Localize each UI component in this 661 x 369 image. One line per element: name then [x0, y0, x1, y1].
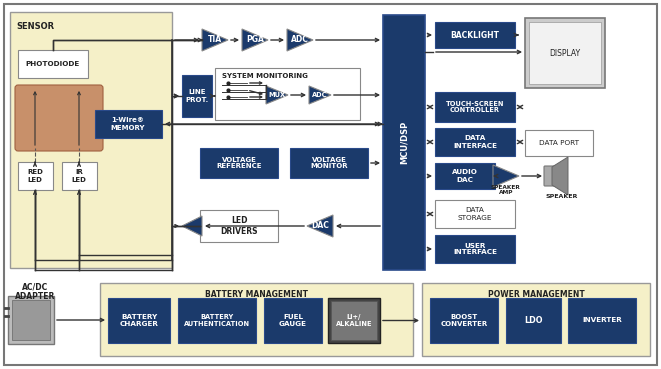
FancyBboxPatch shape	[15, 85, 103, 151]
Text: TOUCH-SCREEN
CONTROLLER: TOUCH-SCREEN CONTROLLER	[446, 100, 504, 114]
Text: IR
LED: IR LED	[71, 169, 87, 183]
Text: MUX: MUX	[268, 92, 286, 98]
Bar	[200, 210, 278, 242]
Bar	[430, 298, 498, 343]
Polygon shape	[266, 86, 288, 104]
FancyBboxPatch shape	[544, 166, 560, 186]
Bar	[18, 50, 88, 78]
Bar	[435, 235, 515, 263]
Bar	[529, 22, 601, 84]
Text: SPEAKER
AMP: SPEAKER AMP	[491, 184, 521, 196]
Polygon shape	[287, 29, 313, 51]
Text: DAC: DAC	[311, 221, 329, 231]
Bar	[422, 283, 650, 356]
Text: LDO: LDO	[524, 316, 543, 325]
Text: BATTERY
CHARGER: BATTERY CHARGER	[120, 314, 159, 327]
Text: SPEAKER: SPEAKER	[546, 194, 578, 200]
Bar	[568, 298, 636, 343]
Bar	[178, 298, 256, 343]
Text: RED
LED: RED LED	[27, 169, 43, 183]
Polygon shape	[552, 157, 568, 195]
Text: ADC: ADC	[291, 35, 309, 45]
Text: AUDIO
DAC: AUDIO DAC	[452, 169, 478, 183]
Bar	[331, 301, 377, 340]
Bar	[525, 130, 593, 156]
Text: BACKLIGHT: BACKLIGHT	[451, 31, 500, 39]
Bar	[10, 12, 172, 268]
Polygon shape	[202, 29, 228, 51]
Bar	[328, 298, 380, 343]
Text: PHOTODIODE: PHOTODIODE	[26, 61, 80, 67]
Polygon shape	[307, 215, 333, 237]
Text: PGA: PGA	[246, 35, 264, 45]
Text: AC/DC
ADAPTER: AC/DC ADAPTER	[15, 282, 56, 301]
Text: LED
DRIVERS: LED DRIVERS	[220, 216, 258, 236]
Text: DATA PORT: DATA PORT	[539, 140, 579, 146]
Text: DISPLAY: DISPLAY	[549, 48, 580, 58]
Text: TIA: TIA	[208, 35, 222, 45]
Text: LINE
PROT.: LINE PROT.	[185, 90, 209, 103]
Bar	[435, 163, 495, 189]
Text: ADC: ADC	[312, 92, 328, 98]
Bar	[100, 283, 413, 356]
Bar	[95, 110, 162, 138]
Bar	[525, 18, 605, 88]
Bar	[264, 298, 322, 343]
Bar	[435, 22, 515, 48]
Text: BATTERY MANAGEMENT: BATTERY MANAGEMENT	[205, 290, 308, 299]
Bar	[108, 298, 170, 343]
Polygon shape	[309, 86, 331, 104]
Polygon shape	[242, 29, 268, 51]
Text: INVERTER: INVERTER	[582, 317, 622, 324]
Bar	[18, 162, 53, 190]
Bar	[215, 68, 360, 120]
Text: 1-Wire®
MEMORY: 1-Wire® MEMORY	[111, 117, 145, 131]
Text: SYSTEM MONITORING: SYSTEM MONITORING	[222, 73, 308, 79]
Bar	[435, 128, 515, 156]
Text: BOOST
CONVERTER: BOOST CONVERTER	[440, 314, 488, 327]
Text: FUEL
GAUGE: FUEL GAUGE	[279, 314, 307, 327]
Bar	[8, 296, 54, 344]
Bar	[290, 148, 368, 178]
Text: POWER MANAGEMENT: POWER MANAGEMENT	[488, 290, 584, 299]
Text: Li+/
ALKALINE: Li+/ ALKALINE	[336, 314, 372, 327]
Text: MCU/DSP: MCU/DSP	[399, 121, 408, 164]
Bar	[62, 162, 97, 190]
Bar	[435, 92, 515, 122]
Bar	[200, 148, 278, 178]
Polygon shape	[493, 165, 519, 187]
Text: DATA
INTERFACE: DATA INTERFACE	[453, 135, 497, 148]
Bar	[182, 75, 212, 117]
Polygon shape	[182, 216, 202, 236]
Bar	[506, 298, 561, 343]
Bar	[435, 200, 515, 228]
Text: DATA
STORAGE: DATA STORAGE	[458, 207, 492, 221]
Bar	[12, 300, 50, 340]
Text: BATTERY
AUTHENTICATION: BATTERY AUTHENTICATION	[184, 314, 250, 327]
Bar	[383, 15, 425, 270]
Text: SENSOR: SENSOR	[16, 22, 54, 31]
Text: VOLTAGE
REFERENCE: VOLTAGE REFERENCE	[216, 156, 262, 169]
Text: VOLTAGE
MONITOR: VOLTAGE MONITOR	[310, 156, 348, 169]
Text: USER
INTERFACE: USER INTERFACE	[453, 242, 497, 255]
